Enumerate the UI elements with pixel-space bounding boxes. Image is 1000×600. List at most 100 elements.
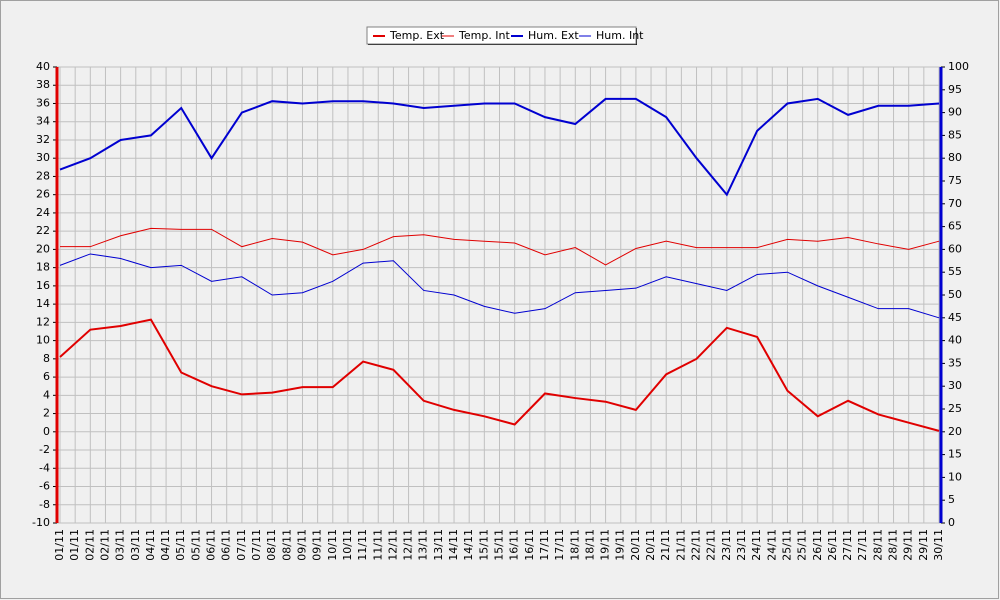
- y-tick-label: -6: [39, 480, 50, 493]
- x-tick-label: 26/11: [826, 529, 839, 561]
- x-tick-label: 18/11: [568, 529, 581, 561]
- x-tick-label: 26/11: [811, 529, 824, 561]
- x-tick-label: 24/11: [750, 529, 763, 561]
- y-tick-label: -2: [39, 443, 50, 456]
- x-tick-label: 07/11: [235, 529, 248, 561]
- x-tick-label: 23/11: [735, 529, 748, 561]
- y-tick-label: 30: [36, 151, 50, 164]
- y-tick-label: 28: [36, 169, 50, 182]
- x-tick-label: 09/11: [295, 529, 308, 561]
- x-tick-label: 12/11: [386, 529, 399, 561]
- x-tick-label: 21/11: [674, 529, 687, 561]
- y2-tick-label: 100: [948, 60, 969, 73]
- series-line: [60, 227, 940, 266]
- x-tick-label: 27/11: [856, 529, 869, 561]
- series-line: [59, 318, 940, 432]
- legend-label: Hum. Ext: [528, 29, 579, 42]
- x-tick-label: 03/11: [114, 529, 127, 561]
- y2-tick-label: 50: [948, 288, 962, 301]
- y2-tick-label: 25: [948, 402, 962, 415]
- y2-tick-label: 90: [948, 106, 962, 119]
- x-tick-label: 30/11: [932, 529, 945, 561]
- series-line: [59, 253, 940, 319]
- x-tick-label: 02/11: [83, 529, 96, 561]
- y-tick-label: 6: [43, 370, 50, 383]
- x-tick-label: 15/11: [493, 529, 506, 561]
- legend-label: Temp. Ext: [389, 29, 445, 42]
- y2-tick-label: 85: [948, 128, 962, 141]
- x-tick-label: 10/11: [326, 529, 339, 561]
- x-tick-label: 06/11: [205, 529, 218, 561]
- y-tick-label: 12: [36, 315, 50, 328]
- x-tick-label: 05/11: [174, 529, 187, 561]
- x-tick-label: 15/11: [477, 529, 490, 561]
- y-tick-label: 20: [36, 242, 50, 255]
- x-tick-label: 29/11: [902, 529, 915, 561]
- x-tick-label: 22/11: [705, 529, 718, 561]
- y-tick-label: 24: [36, 206, 50, 219]
- y-tick-label: 40: [36, 60, 50, 73]
- y-tick-label: 36: [36, 96, 50, 109]
- x-tick-label: 16/11: [508, 529, 521, 561]
- y-tick-label: 34: [36, 115, 50, 128]
- x-tick-label: 20/11: [629, 529, 642, 561]
- x-tick-label: 10/11: [341, 529, 354, 561]
- y2-tick-label: 0: [948, 516, 955, 529]
- x-tick-label: 05/11: [189, 529, 202, 561]
- y-tick-label: 4: [43, 388, 50, 401]
- x-tick-label: 28/11: [871, 529, 884, 561]
- x-tick-label: 11/11: [371, 529, 384, 561]
- x-tick-label: 17/11: [553, 529, 566, 561]
- y2-tick-label: 55: [948, 265, 962, 278]
- x-tick-label: 08/11: [265, 529, 278, 561]
- x-tick-label: 01/11: [53, 529, 66, 561]
- legend-box: [366, 26, 637, 45]
- x-tick-label: 03/11: [129, 529, 142, 561]
- x-tick-label: 06/11: [220, 529, 233, 561]
- y2-tick-label: 35: [948, 356, 962, 369]
- x-tick-label: 08/11: [280, 529, 293, 561]
- x-tick-label: 23/11: [720, 529, 733, 561]
- x-tick-label: 12/11: [402, 529, 415, 561]
- y-tick-label: 18: [36, 261, 50, 274]
- y-tick-label: 38: [36, 78, 50, 91]
- y2-tick-label: 60: [948, 242, 962, 255]
- x-tick-label: 17/11: [538, 529, 551, 561]
- y-tick-label: -10: [32, 516, 50, 529]
- y2-tick-label: 15: [948, 448, 962, 461]
- y-tick-label: 14: [36, 297, 50, 310]
- x-tick-label: 04/11: [144, 529, 157, 561]
- y-tick-label: 0: [43, 425, 50, 438]
- x-tick-label: 25/11: [796, 529, 809, 561]
- y-tick-label: 10: [36, 334, 50, 347]
- legend-label: Temp. Int: [458, 29, 511, 42]
- x-tick-label: 27/11: [841, 529, 854, 561]
- x-tick-label: 04/11: [159, 529, 172, 561]
- x-tick-label: 13/11: [417, 529, 430, 561]
- y-tick-label: 2: [43, 407, 50, 420]
- x-tick-label: 11/11: [356, 529, 369, 561]
- y2-tick-label: 75: [948, 174, 962, 187]
- legend-label: Hum. Int: [596, 29, 644, 42]
- x-tick-label: 14/11: [447, 529, 460, 561]
- x-tick-label: 02/11: [98, 529, 111, 561]
- y2-tick-label: 40: [948, 334, 962, 347]
- x-tick-label: 16/11: [523, 529, 536, 561]
- x-tick-label: 25/11: [780, 529, 793, 561]
- x-tick-label: 22/11: [690, 529, 703, 561]
- series-line: [59, 97, 940, 197]
- y2-tick-label: 45: [948, 311, 962, 324]
- y-tick-label: 26: [36, 188, 50, 201]
- x-tick-label: 28/11: [887, 529, 900, 561]
- y-tick-label: 8: [43, 352, 50, 365]
- x-tick-label: 21/11: [659, 529, 672, 561]
- x-tick-label: 01/11: [68, 529, 81, 561]
- y2-tick-label: 30: [948, 379, 962, 392]
- x-tick-label: 19/11: [599, 529, 612, 561]
- y2-tick-label: 70: [948, 197, 962, 210]
- y2-tick-label: 65: [948, 220, 962, 233]
- y-tick-label: -8: [39, 498, 50, 511]
- x-tick-label: 20/11: [644, 529, 657, 561]
- y2-tick-label: 80: [948, 151, 962, 164]
- y2-tick-label: 5: [948, 493, 955, 506]
